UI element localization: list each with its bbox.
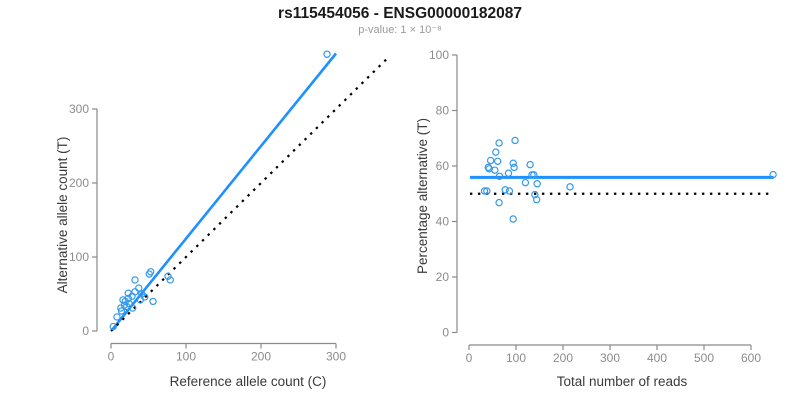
data-point (521, 178, 530, 187)
data-point (129, 304, 137, 312)
y-tick-label: 60 (436, 159, 450, 173)
data-point (530, 171, 538, 179)
data-point (147, 268, 155, 276)
data-point (511, 136, 519, 145)
x-tick-label: 300 (600, 351, 620, 365)
data-point (113, 313, 121, 321)
x-tick-label: 0 (108, 350, 115, 364)
y-tick-label: 100 (429, 48, 449, 62)
data-point (484, 163, 492, 172)
data-point (532, 195, 541, 204)
data-point (131, 276, 139, 284)
data-point (117, 307, 126, 315)
data-point (486, 156, 495, 165)
data-point (323, 50, 331, 58)
data-point (135, 284, 143, 292)
data-point (501, 186, 509, 194)
data-point (495, 172, 504, 180)
panel-right: 0 100 200 300 400 500 600 0 20 40 60 80 100 Total num… (415, 48, 777, 389)
panel-left: 0 100 200 300 0 100 200 300 Reference allele cou… (55, 50, 390, 389)
x-tick-label: 300 (326, 350, 346, 364)
x-tick-label: 100 (176, 350, 196, 364)
x-tick-label: 400 (647, 351, 667, 365)
y-tick-label: 0 (82, 324, 89, 338)
data-point (533, 180, 541, 188)
data-point (164, 272, 172, 280)
data-point (769, 170, 777, 179)
plot-subtitle: p-value: 1 × 10⁻⁸ (358, 24, 442, 36)
data-point (109, 322, 117, 331)
data-point (504, 169, 513, 177)
data-point (566, 183, 574, 191)
data-point (493, 157, 502, 165)
data-point (510, 163, 518, 172)
data-point (495, 139, 503, 147)
y-tick-label: 20 (436, 270, 450, 284)
data-point (480, 187, 489, 195)
data-point (125, 299, 133, 308)
data-point (131, 288, 139, 296)
y-tick-label: 40 (436, 215, 450, 229)
data-point (509, 159, 517, 167)
data-point (509, 215, 517, 223)
data-point (149, 297, 157, 306)
x-tick-label: 600 (741, 351, 761, 365)
x-tick-label: 500 (694, 351, 714, 365)
x-tick-label: 200 (251, 350, 271, 364)
y-tick-label: 100 (69, 250, 89, 264)
x-tick-label: 200 (553, 351, 573, 365)
y-tick-label: 300 (69, 102, 89, 116)
identity-line (110, 56, 390, 332)
y-tick-label: 80 (436, 104, 450, 118)
data-point (124, 294, 132, 303)
x-axis-title: Reference allele count (C) (170, 374, 327, 389)
data-point (141, 293, 149, 301)
plot-title: rs115454056 - ENSG00000182087 (278, 5, 522, 22)
data-point (492, 148, 500, 156)
data-point (483, 187, 491, 195)
y-tick-label: 200 (69, 176, 89, 190)
x-axis-title: Total number of reads (557, 374, 688, 389)
data-point (495, 198, 503, 207)
data-point (491, 166, 499, 174)
data-point (166, 276, 174, 284)
y-axis-title: Percentage alternative (T) (415, 118, 430, 274)
x-tick-label: 0 (466, 351, 473, 365)
y-tick-label: 0 (442, 326, 449, 340)
regression-line (110, 52, 338, 332)
data-point (526, 160, 534, 169)
data-point (505, 187, 514, 195)
y-axis-title: Alternative allele count (T) (55, 137, 70, 294)
x-tick-label: 100 (506, 351, 526, 365)
